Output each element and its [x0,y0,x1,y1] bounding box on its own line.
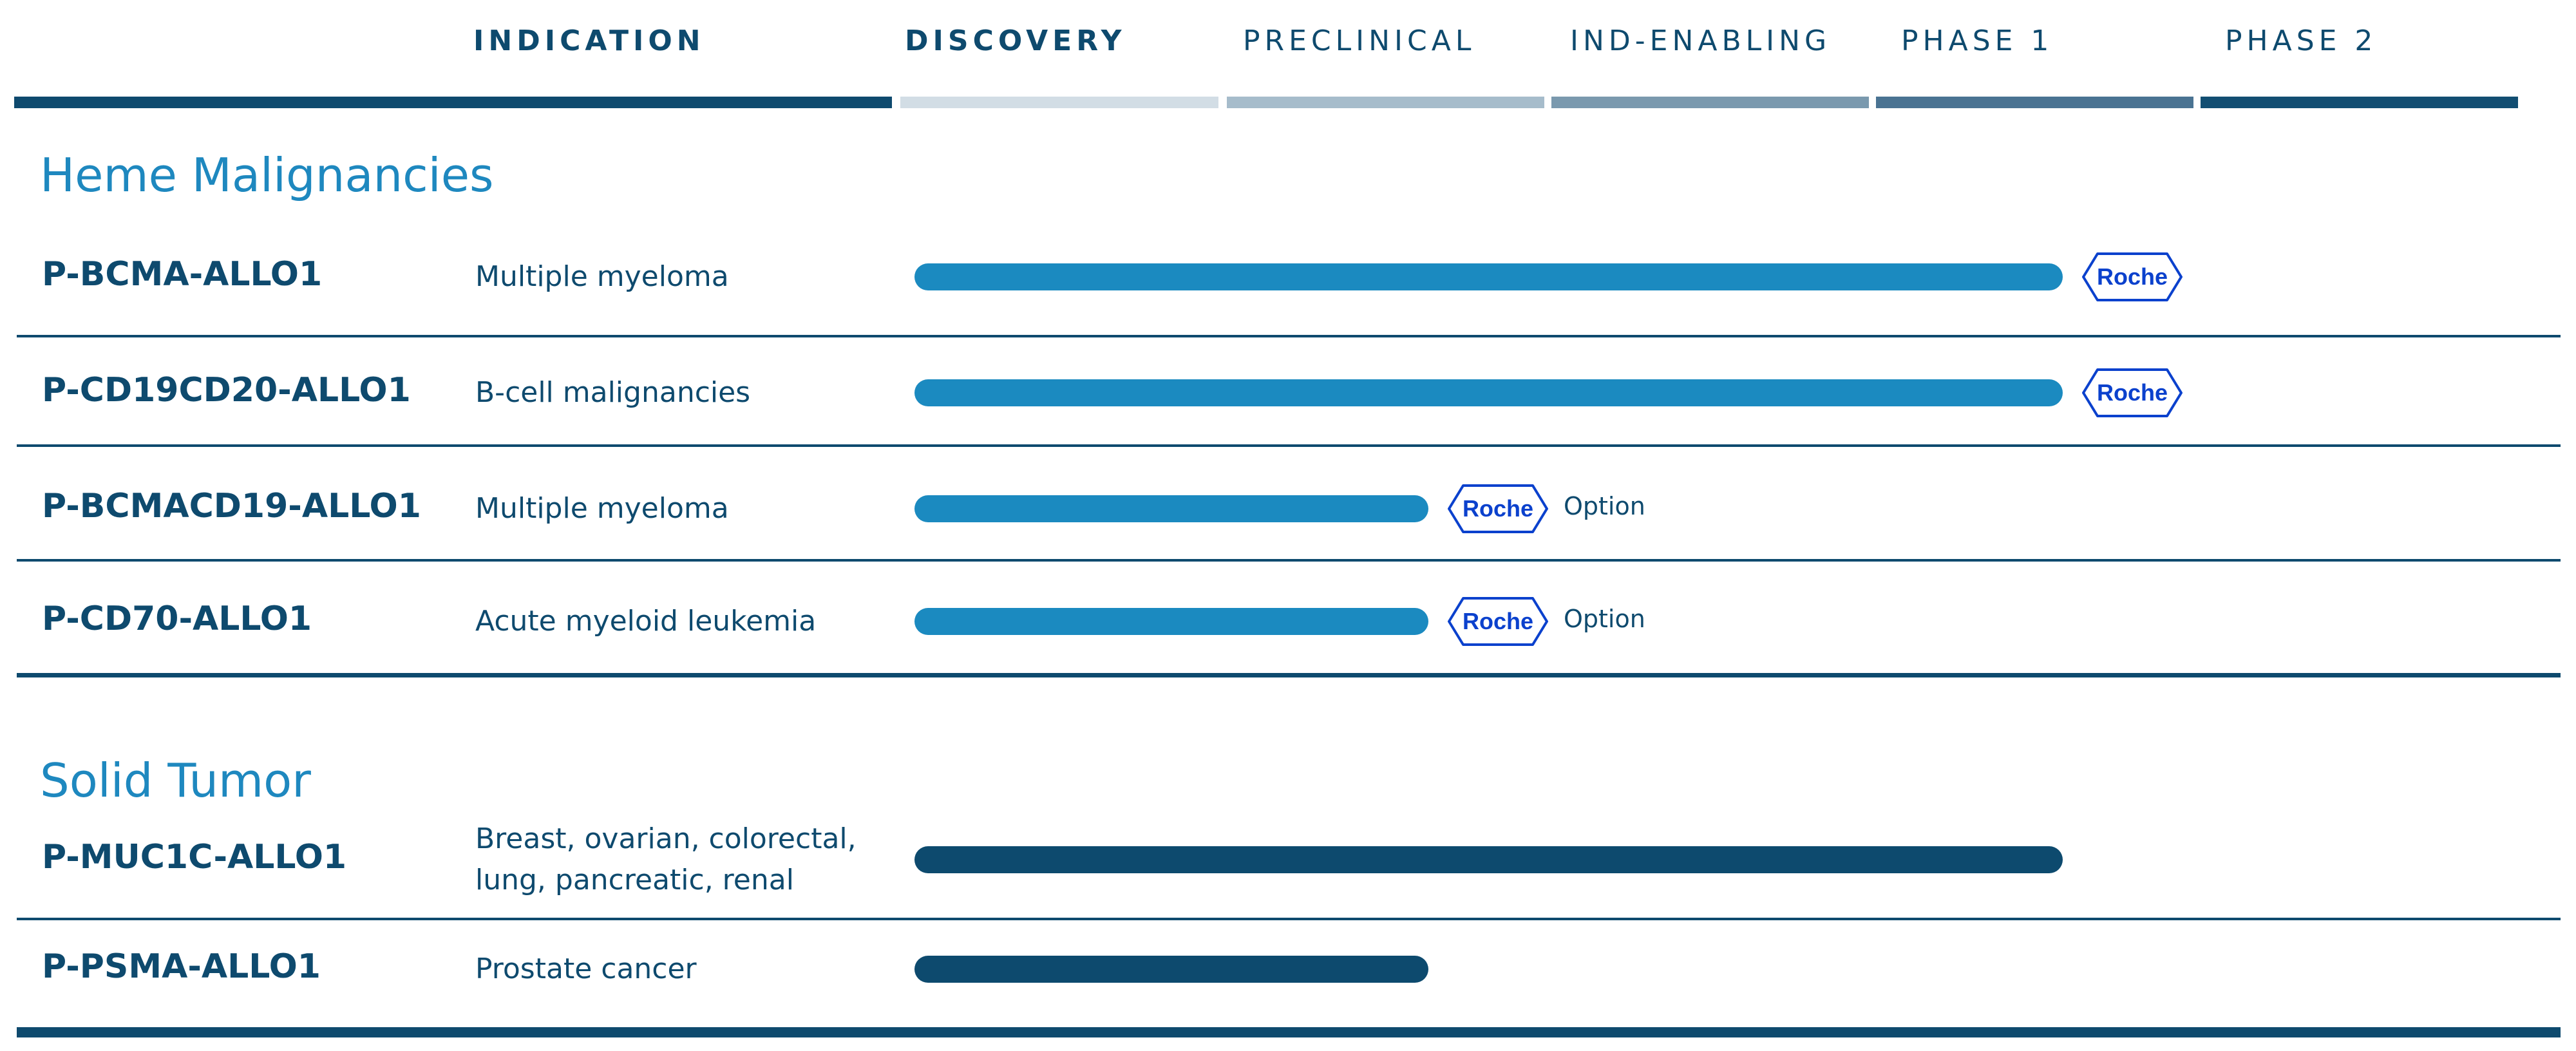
column-header-preclinical: PRECLINICAL [1243,24,1476,57]
header-bar-phase-1 [1876,97,2193,108]
program-name-p-cd19cd20-allo1: P-CD19CD20-ALLO1 [42,371,411,410]
row-separator-p-psma-allo1 [17,1027,2561,1037]
svg-text:Roche: Roche [1463,495,1533,522]
program-name-p-cd70-allo1: P-CD70-ALLO1 [42,600,312,638]
column-header-indication: INDICATION [473,24,705,57]
column-header-phase-1: PHASE 1 [1901,24,2054,57]
indication-p-cd19cd20-allo1-line-1: B-cell malignancies [475,376,751,409]
indication-p-bcmacd19-allo1-line-1: Multiple myeloma [475,492,729,525]
column-header-discovery: DISCOVERY [905,24,1126,57]
row-separator-p-cd19cd20-allo1 [17,444,2561,447]
roche-logo-p-cd70-allo1: Roche [1446,596,1549,647]
option-note-p-bcmacd19-allo1: Option [1564,492,1645,520]
indication-p-bcma-allo1-line-1: Multiple myeloma [475,260,729,293]
progress-bar-p-cd70-allo1 [914,608,1428,635]
indication-p-cd70-allo1-line-1: Acute myeloid leukemia [475,605,817,638]
header-bar-ind-enabling [1551,97,1869,108]
svg-text:Roche: Roche [2097,379,2168,406]
option-note-p-cd70-allo1: Option [1564,605,1645,633]
progress-bar-p-psma-allo1 [914,956,1428,983]
indication-p-muc1c-allo1-line-2: lung, pancreatic, renal [475,864,794,896]
svg-text:Roche: Roche [2097,263,2168,290]
row-separator-p-bcma-allo1 [17,335,2561,337]
header-bar-phase-2 [2201,97,2518,108]
row-separator-p-bcmacd19-allo1 [17,559,2561,562]
indication-p-psma-allo1-line-1: Prostate cancer [475,952,697,985]
row-separator-p-muc1c-allo1 [17,918,2561,920]
section-title-solid-tumor: Solid Tumor [40,753,311,808]
header-bar-preclinical [1227,97,1544,108]
roche-logo-p-bcmacd19-allo1: Roche [1446,483,1549,535]
progress-bar-p-bcmacd19-allo1 [914,495,1428,522]
section-title-heme-malignancies: Heme Malignancies [40,148,494,202]
progress-bar-p-bcma-allo1 [914,263,2063,290]
row-separator-p-cd70-allo1 [17,673,2561,677]
column-header-phase-2: PHASE 2 [2225,24,2378,57]
program-name-p-psma-allo1: P-PSMA-ALLO1 [42,947,321,986]
program-name-p-bcmacd19-allo1: P-BCMACD19-ALLO1 [42,487,421,526]
header-bar-discovery [900,97,1218,108]
roche-logo-p-bcma-allo1: Roche [2081,251,2184,303]
column-header-ind-enabling: IND-ENABLING [1570,24,1832,57]
svg-text:Roche: Roche [1463,608,1533,634]
progress-bar-p-muc1c-allo1 [914,846,2063,873]
progress-bar-p-cd19cd20-allo1 [914,379,2063,406]
header-bar-indication [14,97,892,108]
program-name-p-muc1c-allo1: P-MUC1C-ALLO1 [42,838,347,876]
roche-logo-p-cd19cd20-allo1: Roche [2081,367,2184,419]
program-name-p-bcma-allo1: P-BCMA-ALLO1 [42,255,323,294]
indication-p-muc1c-allo1-line-1: Breast, ovarian, colorectal, [475,822,857,855]
